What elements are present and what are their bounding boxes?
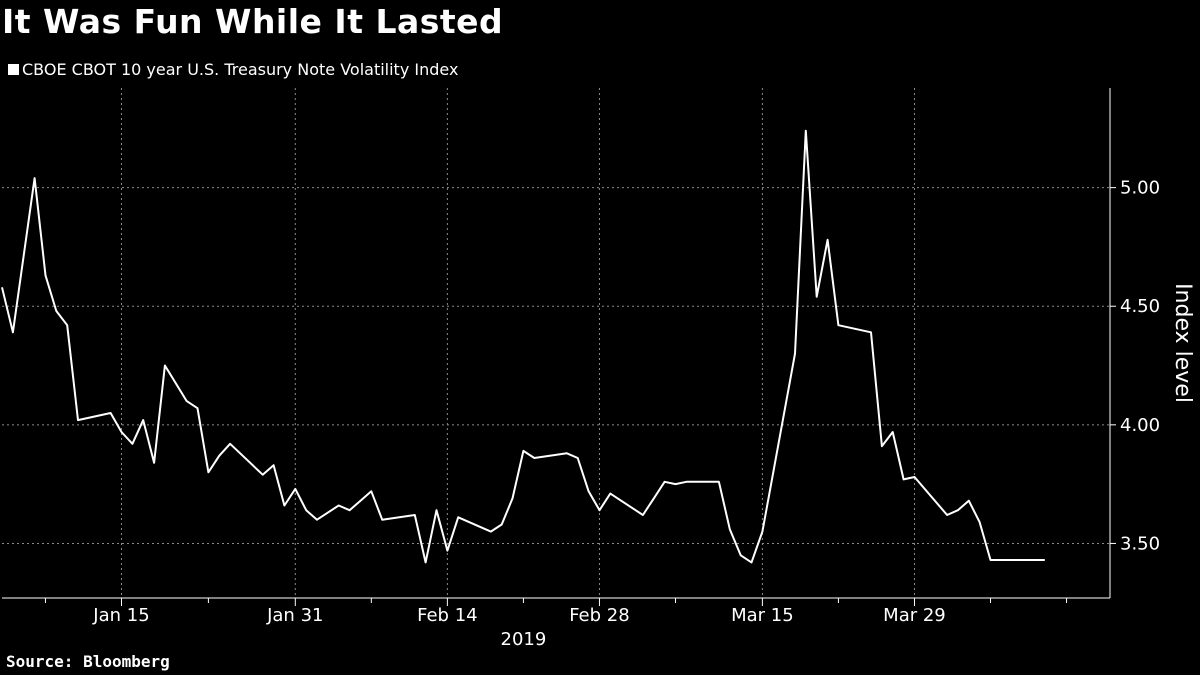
series-line <box>1 129 1045 564</box>
x-tick-label: Mar 15 <box>731 605 794 626</box>
series-layer <box>1 129 1045 564</box>
axes <box>2 88 1116 606</box>
y-axis-label: Index level <box>1170 283 1195 403</box>
source-note: Source: Bloomberg <box>6 652 170 671</box>
y-tick-label: 5.00 <box>1120 178 1160 199</box>
x-axis-label: 2019 <box>501 629 547 650</box>
x-tick-label: Feb 28 <box>569 605 630 626</box>
y-tick-label: 3.50 <box>1120 533 1160 554</box>
legend-label: CBOE CBOT 10 year U.S. Treasury Note Vol… <box>22 60 459 79</box>
x-tick-label: Feb 14 <box>417 605 478 626</box>
legend-swatch <box>8 64 19 75</box>
x-tick-label: Jan 15 <box>92 605 149 626</box>
x-tick-label: Jan 31 <box>266 605 323 626</box>
y-tick-label: 4.00 <box>1120 415 1160 436</box>
labels-layer: 3.50 4.00 4.50 5.00 Jan 15 Jan 31 Feb 14 Feb 28… <box>92 178 1195 650</box>
x-tick-label: Mar 29 <box>883 605 946 626</box>
grid <box>2 88 1110 598</box>
chart-title: It Was Fun While It Lasted <box>2 2 504 41</box>
legend: CBOE CBOT 10 year U.S. Treasury Note Vol… <box>8 60 458 79</box>
y-tick-label: 4.50 <box>1120 296 1160 317</box>
